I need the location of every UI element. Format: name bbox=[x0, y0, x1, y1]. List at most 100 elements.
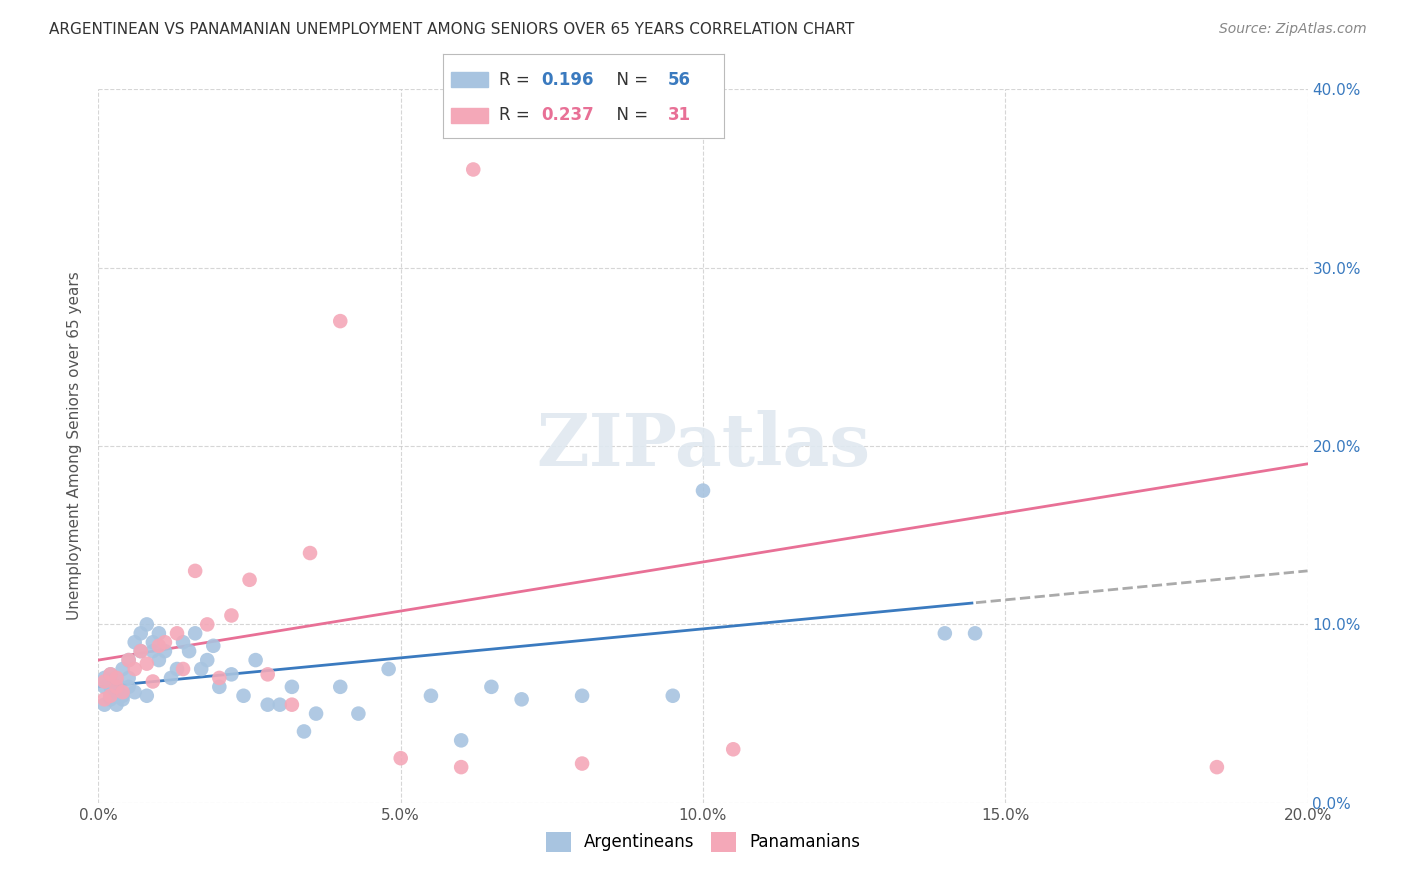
Point bbox=[965, 626, 987, 640]
Point bbox=[329, 314, 352, 328]
Point bbox=[377, 662, 399, 676]
Point bbox=[93, 698, 115, 712]
Point bbox=[111, 662, 134, 676]
Legend: Argentineans, Panamanians: Argentineans, Panamanians bbox=[538, 825, 868, 859]
Point bbox=[105, 674, 128, 689]
Text: N =: N = bbox=[606, 70, 654, 89]
Point bbox=[292, 724, 315, 739]
Point bbox=[269, 698, 291, 712]
Point bbox=[129, 626, 152, 640]
Point bbox=[232, 689, 254, 703]
Point bbox=[153, 644, 176, 658]
Point bbox=[281, 680, 304, 694]
Point bbox=[389, 751, 412, 765]
Point bbox=[239, 573, 262, 587]
Point bbox=[93, 692, 115, 706]
Point bbox=[221, 667, 243, 681]
Point bbox=[100, 689, 122, 703]
Point bbox=[299, 546, 322, 560]
Point bbox=[100, 667, 122, 681]
Point bbox=[208, 680, 231, 694]
Point bbox=[142, 674, 165, 689]
Point bbox=[118, 671, 141, 685]
Point bbox=[281, 698, 304, 712]
Point bbox=[118, 653, 141, 667]
Point bbox=[105, 680, 128, 694]
Point bbox=[723, 742, 745, 756]
Point bbox=[184, 564, 207, 578]
Point bbox=[100, 692, 122, 706]
Point bbox=[93, 671, 115, 685]
Point bbox=[347, 706, 370, 721]
Point bbox=[160, 671, 183, 685]
Text: ZIPatlas: ZIPatlas bbox=[536, 410, 870, 482]
Point bbox=[172, 635, 194, 649]
Text: 0.237: 0.237 bbox=[541, 106, 595, 124]
Point bbox=[195, 617, 218, 632]
Point bbox=[124, 685, 146, 699]
Point bbox=[105, 685, 128, 699]
Point bbox=[256, 667, 278, 681]
Point bbox=[93, 680, 115, 694]
Bar bbox=[451, 108, 488, 123]
Point bbox=[135, 657, 157, 671]
Point bbox=[190, 662, 212, 676]
Point bbox=[661, 689, 683, 703]
Point bbox=[129, 644, 152, 658]
Point bbox=[208, 671, 231, 685]
Text: ARGENTINEAN VS PANAMANIAN UNEMPLOYMENT AMONG SENIORS OVER 65 YEARS CORRELATION C: ARGENTINEAN VS PANAMANIAN UNEMPLOYMENT A… bbox=[49, 22, 855, 37]
Text: 31: 31 bbox=[668, 106, 690, 124]
Point bbox=[184, 626, 207, 640]
Point bbox=[142, 644, 165, 658]
Point bbox=[221, 608, 243, 623]
Y-axis label: Unemployment Among Seniors over 65 years: Unemployment Among Seniors over 65 years bbox=[67, 272, 83, 620]
Text: R =: R = bbox=[499, 70, 536, 89]
Point bbox=[124, 635, 146, 649]
Text: R =: R = bbox=[499, 106, 536, 124]
Point bbox=[202, 639, 225, 653]
Point bbox=[93, 674, 115, 689]
Point bbox=[100, 689, 122, 703]
Point bbox=[105, 671, 128, 685]
Point bbox=[111, 692, 134, 706]
Point bbox=[148, 639, 170, 653]
Point bbox=[153, 635, 176, 649]
Point bbox=[934, 626, 956, 640]
Text: 0.196: 0.196 bbox=[541, 70, 593, 89]
Bar bbox=[451, 72, 488, 87]
Point bbox=[100, 667, 122, 681]
Point bbox=[571, 756, 593, 771]
Text: Source: ZipAtlas.com: Source: ZipAtlas.com bbox=[1219, 22, 1367, 37]
Point bbox=[142, 635, 165, 649]
Point bbox=[105, 698, 128, 712]
Point bbox=[245, 653, 267, 667]
Point bbox=[166, 662, 188, 676]
Point bbox=[510, 692, 533, 706]
Point bbox=[148, 653, 170, 667]
Point bbox=[450, 760, 472, 774]
Point bbox=[166, 626, 188, 640]
Point bbox=[100, 680, 122, 694]
Point bbox=[179, 644, 201, 658]
Point bbox=[124, 662, 146, 676]
Point bbox=[111, 689, 134, 703]
Point bbox=[172, 662, 194, 676]
Point bbox=[111, 685, 134, 699]
Point bbox=[571, 689, 593, 703]
Point bbox=[329, 680, 352, 694]
Point bbox=[463, 162, 485, 177]
Point bbox=[195, 653, 218, 667]
Point bbox=[135, 689, 157, 703]
Point bbox=[118, 680, 141, 694]
Point bbox=[135, 617, 157, 632]
Point bbox=[118, 653, 141, 667]
Point bbox=[420, 689, 443, 703]
Point bbox=[1206, 760, 1229, 774]
Point bbox=[692, 483, 714, 498]
Point bbox=[481, 680, 503, 694]
Text: N =: N = bbox=[606, 106, 654, 124]
Point bbox=[129, 644, 152, 658]
Text: 56: 56 bbox=[668, 70, 690, 89]
Point bbox=[305, 706, 328, 721]
Point bbox=[256, 698, 278, 712]
